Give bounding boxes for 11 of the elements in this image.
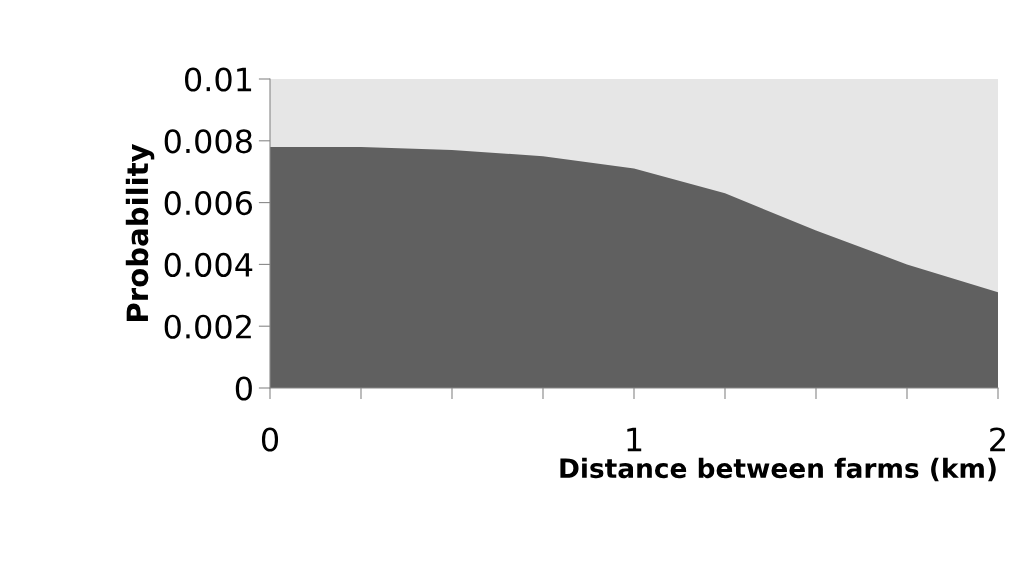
y-tick-label: 0.006 <box>164 191 253 216</box>
y-tick-label: 0.002 <box>164 314 251 339</box>
x-tick-label: 0 <box>261 427 279 452</box>
x-axis-title: Distance between farms (km) <box>560 457 996 482</box>
x-tick-label: 2 <box>990 427 1005 452</box>
y-tick-label: 0.004 <box>164 252 253 277</box>
y-tick-label: 0 <box>235 376 252 401</box>
y-axis-title: Probability <box>125 143 155 321</box>
y-tick-label: 0.01 <box>185 67 252 92</box>
y-tick-label: 0.008 <box>164 129 252 154</box>
x-tick-label: 1 <box>627 427 642 452</box>
